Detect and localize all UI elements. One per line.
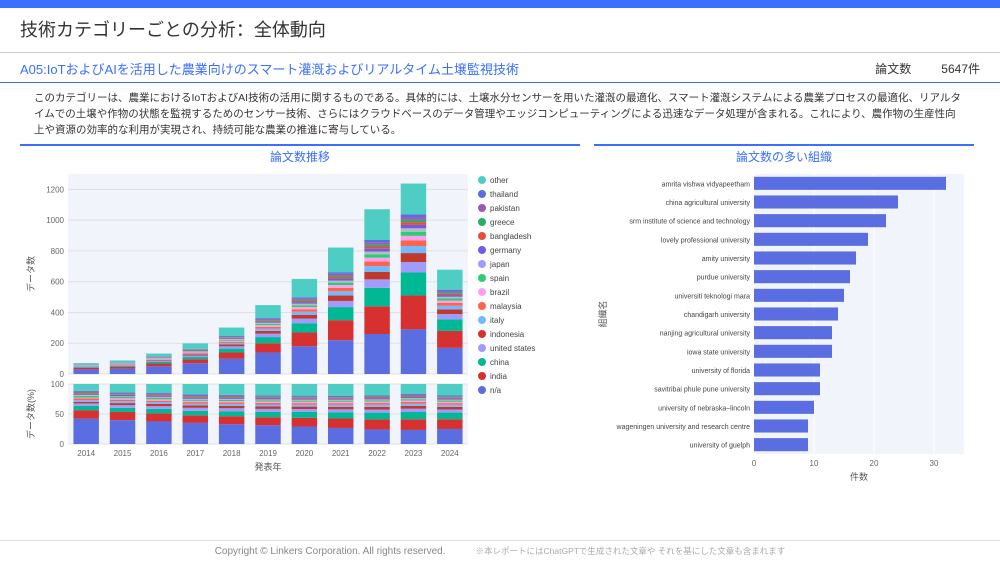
svg-text:600: 600 [51,278,65,287]
right-chart-title: 論文数の多い組織 [594,144,974,169]
svg-text:bangladesh: bangladesh [490,232,531,241]
svg-text:800: 800 [51,247,65,256]
svg-text:pakistan: pakistan [490,204,520,213]
count-label: 論文数 [875,60,911,77]
svg-text:china: china [490,358,510,367]
svg-text:university of nebraska–lincoln: university of nebraska–lincoln [658,406,750,413]
svg-text:2024: 2024 [441,449,459,458]
svg-text:30: 30 [930,459,939,468]
svg-text:university of guelph: university of guelph [690,443,750,450]
svg-text:100: 100 [51,380,65,389]
svg-text:universiti teknologi mara: universiti teknologi mara [675,294,751,301]
svg-text:iowa state university: iowa state university [687,350,751,357]
svg-text:university of florida: university of florida [692,368,750,375]
svg-text:50: 50 [55,410,64,419]
svg-text:1200: 1200 [46,186,64,195]
svg-text:china agricultural university: china agricultural university [666,200,751,207]
svg-text:n/a: n/a [490,386,502,395]
svg-text:italy: italy [490,316,504,325]
svg-text:srm institute of science and t: srm institute of science and technology [629,219,750,226]
svg-text:組織名: 組織名 [597,301,608,328]
top-accent-bar [0,0,1000,8]
svg-text:1000: 1000 [46,216,64,225]
svg-text:0: 0 [60,370,65,379]
svg-text:0: 0 [752,459,757,468]
svg-text:2023: 2023 [405,449,423,458]
svg-text:2021: 2021 [332,449,350,458]
category-label: A05:IoTおよびAIを活用した農業向けのスマート灌漑およびリアルタイム土壌監… [20,59,875,78]
svg-text:other: other [490,176,509,185]
svg-text:lovely professional university: lovely professional university [661,238,751,245]
svg-text:malaysia: malaysia [490,302,522,311]
svg-text:wageningen university and rese: wageningen university and research centr… [616,424,751,431]
svg-text:spain: spain [490,274,509,283]
footer-note: ※本レポートにはChatGPTで生成された文章や それを基にした文章も含まれます [476,545,786,557]
svg-text:amrita vishwa vidyapeetham: amrita vishwa vidyapeetham [662,182,750,189]
svg-text:200: 200 [51,339,65,348]
svg-text:2022: 2022 [368,449,386,458]
right-chart-panel: 論文数の多い組織 0 10 20 30 amrita vishwa vidyapeeth… [594,144,974,489]
svg-text:japan: japan [489,260,510,269]
svg-text:10: 10 [810,459,819,468]
page-title: 技術カテゴリーごとの分析：全体動向 [0,8,1000,53]
svg-text:発表年: 発表年 [254,461,281,472]
svg-text:indonesia: indonesia [490,330,525,339]
footer: Copyright © Linkers Corporation. All rig… [0,540,1000,557]
copyright-text: Copyright © Linkers Corporation. All rig… [215,546,446,557]
svg-text:greece: greece [490,218,515,227]
svg-text:データ数: データ数 [25,256,36,292]
subheader: A05:IoTおよびAIを活用した農業向けのスマート灌漑およびリアルタイム土壌監… [0,53,1000,83]
svg-text:2019: 2019 [259,449,277,458]
svg-text:2020: 2020 [295,449,313,458]
svg-text:0: 0 [60,440,65,449]
svg-text:india: india [490,372,507,381]
svg-text:brazil: brazil [490,288,509,297]
svg-text:件数: 件数 [850,471,868,482]
svg-text:purdue university: purdue university [697,275,751,282]
svg-text:2015: 2015 [114,449,132,458]
svg-text:400: 400 [51,309,65,318]
horizontal-bar-chart: 0 10 20 30 amrita vishwa vidyapeetham china a… [594,169,974,484]
svg-text:2018: 2018 [223,449,241,458]
svg-text:20: 20 [870,459,879,468]
svg-text:thailand: thailand [490,190,518,199]
left-chart-title: 論文数推移 [20,144,580,169]
stacked-bar-chart: 0 200 400 600 800 1000 1200 データ数 0 50 100 データ数(%) 20… [20,169,580,484]
svg-text:2017: 2017 [186,449,204,458]
svg-text:amity university: amity university [702,256,751,263]
description-text: このカテゴリーは、農業におけるIoTおよびAI技術の活用に関するものである。具体… [0,83,1000,144]
svg-text:2016: 2016 [150,449,168,458]
count-value: 5647件 [941,60,980,77]
svg-text:nanjing agricultural universit: nanjing agricultural university [660,331,751,338]
svg-text:chandigarh university: chandigarh university [684,312,751,319]
svg-text:データ数(%): データ数(%) [25,389,36,439]
svg-text:savitribai phule pune universi: savitribai phule pune university [654,387,750,394]
svg-text:united states: united states [490,344,535,353]
left-chart-panel: 論文数推移 0 200 400 600 800 1000 1200 データ数 0 50 100 データ… [20,144,580,489]
svg-text:germany: germany [490,246,521,255]
svg-text:2014: 2014 [77,449,95,458]
